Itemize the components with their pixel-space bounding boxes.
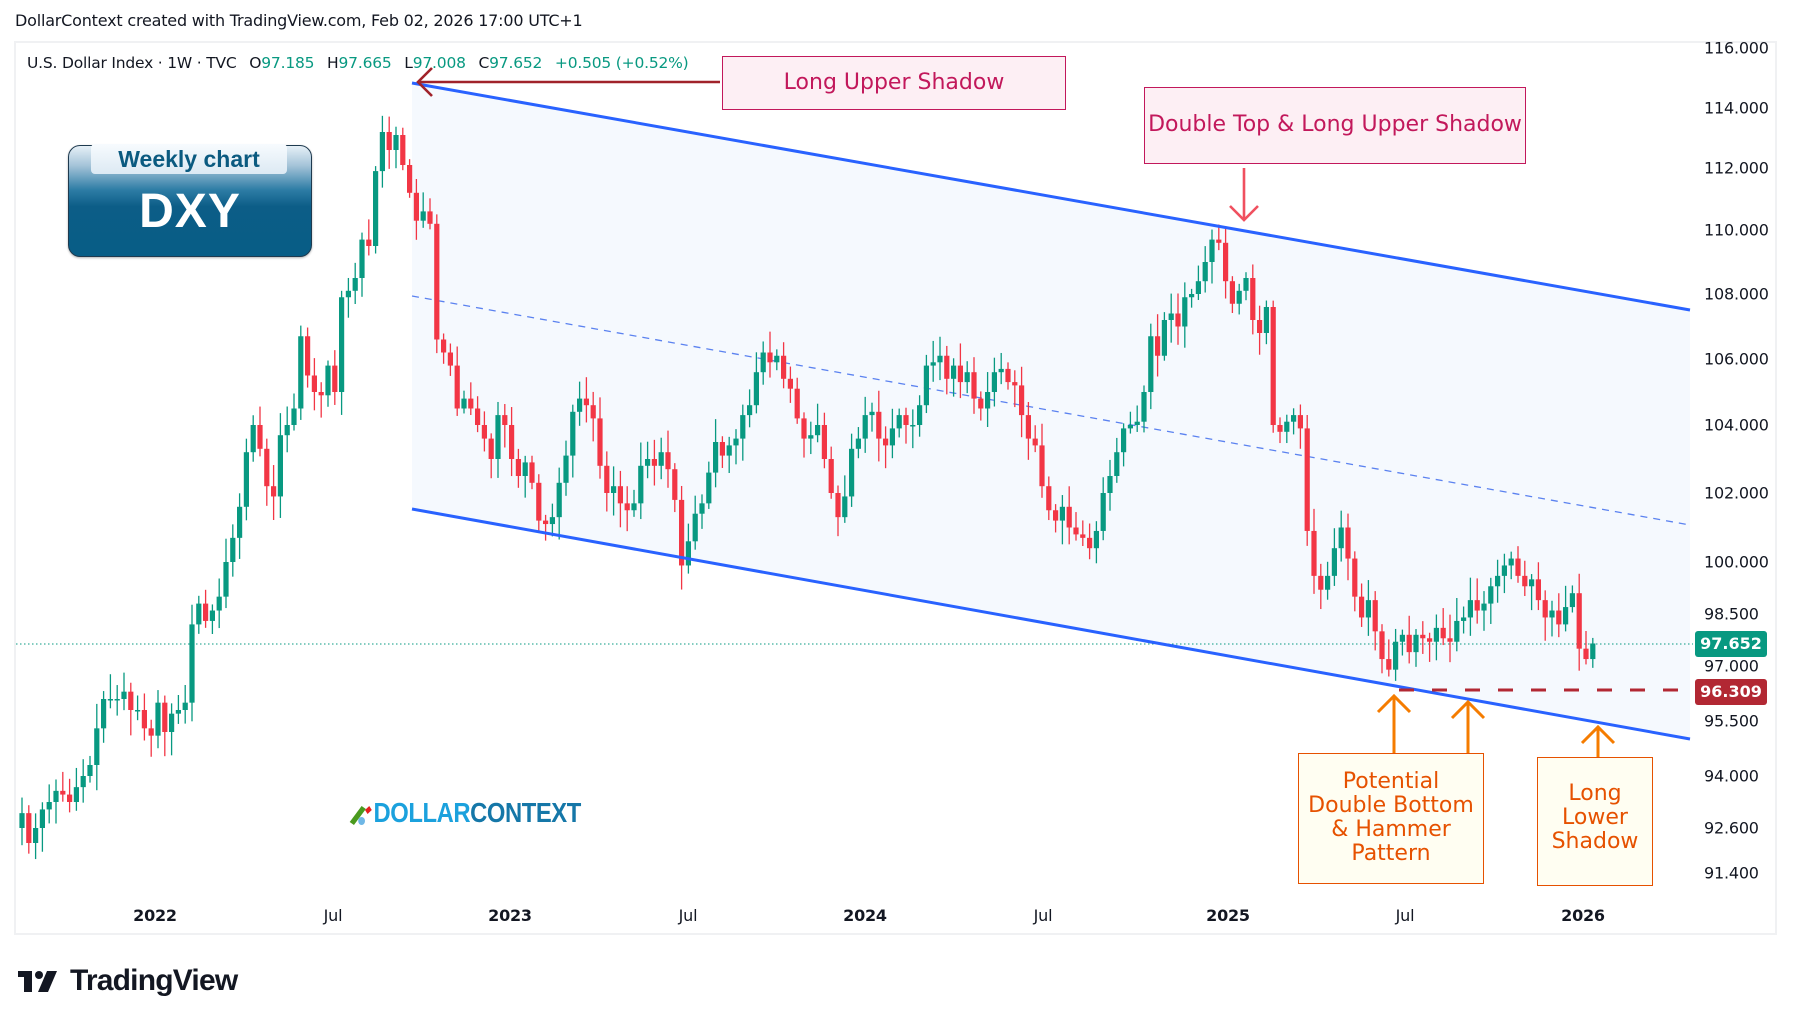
time-tick-label: Jul (678, 906, 698, 925)
price-tick-label: 100.000 (1704, 552, 1769, 572)
price-tick-label: 91.400 (1704, 863, 1759, 883)
arrow-long-lower-shadow (1580, 724, 1616, 757)
weekly-chart-badge: Weekly chart DXY (68, 144, 312, 257)
dollarcontext-watermark: DOLLAR CONTEXT (348, 797, 581, 828)
dollarcontext-logo-icon (349, 806, 372, 825)
tradingview-logo[interactable]: TradingView (18, 964, 238, 998)
channel-upper-line[interactable] (411, 81, 1691, 312)
time-tick-label: Jul (1395, 906, 1415, 925)
support-price-badge: 96.309 (1695, 679, 1767, 705)
time-tick-label: 2023 (488, 906, 532, 925)
chart-credit: DollarContext created with TradingView.c… (15, 11, 583, 30)
high-value: 97.665 (338, 54, 392, 72)
time-tick-label: 2024 (843, 906, 887, 925)
channel-fill (412, 83, 1690, 739)
price-tick-label: 112.000 (1704, 158, 1769, 178)
badge-subtitle: Weekly chart (91, 144, 287, 174)
channel-lower-line[interactable] (411, 507, 1691, 741)
close-value: 97.652 (489, 54, 543, 72)
price-tick-label: 92.600 (1704, 818, 1759, 838)
price-tick-label: 108.000 (1704, 284, 1769, 304)
change-value: +0.505 (+0.52%) (554, 54, 689, 72)
symbol-label[interactable]: U.S. Dollar Index · 1W · TVC (27, 54, 237, 72)
price-tick-label: 110.000 (1704, 220, 1769, 240)
last-price-badge: 97.652 (1695, 631, 1767, 657)
price-tick-label: 98.500 (1704, 604, 1759, 624)
arrow-double-bottom-2 (1450, 699, 1486, 753)
open-value: 97.185 (261, 54, 315, 72)
annotation-double-top[interactable]: Double Top & Long Upper Shadow (1144, 87, 1526, 164)
annotation-double-bottom[interactable]: Potential Double Bottom & Hammer Pattern (1298, 753, 1484, 884)
badge-symbol: DXY (139, 185, 241, 238)
price-tick-label: 104.000 (1704, 415, 1769, 435)
price-tick-label: 106.000 (1704, 349, 1769, 369)
price-tick-label: 94.000 (1704, 766, 1759, 786)
annotation-long-lower-shadow[interactable]: Long Lower Shadow (1537, 757, 1653, 886)
channel-mid-line[interactable] (411, 295, 1691, 526)
time-tick-label: Jul (1033, 906, 1053, 925)
price-tick-label: 97.000 (1704, 656, 1759, 676)
price-tick-label: 114.000 (1704, 98, 1769, 118)
time-tick-label: 2022 (133, 906, 177, 925)
low-value: 97.008 (412, 54, 466, 72)
time-tick-label: 2025 (1206, 906, 1250, 925)
annotation-long-upper-shadow[interactable]: Long Upper Shadow (722, 56, 1066, 110)
arrow-long-upper-shadow (416, 67, 720, 97)
price-tick-label: 102.000 (1704, 483, 1769, 503)
arrow-double-top (1229, 168, 1259, 222)
price-tick-label: 116.000 (1704, 38, 1769, 58)
time-tick-label: Jul (323, 906, 343, 925)
tradingview-logo-icon (18, 971, 57, 992)
ohlc-legend: U.S. Dollar Index · 1W · TVC O97.185 H97… (27, 54, 689, 72)
arrow-double-bottom-1 (1376, 693, 1412, 753)
candles-group (19, 115, 1596, 860)
time-tick-label: 2026 (1561, 906, 1605, 925)
price-tick-label: 95.500 (1704, 711, 1759, 731)
